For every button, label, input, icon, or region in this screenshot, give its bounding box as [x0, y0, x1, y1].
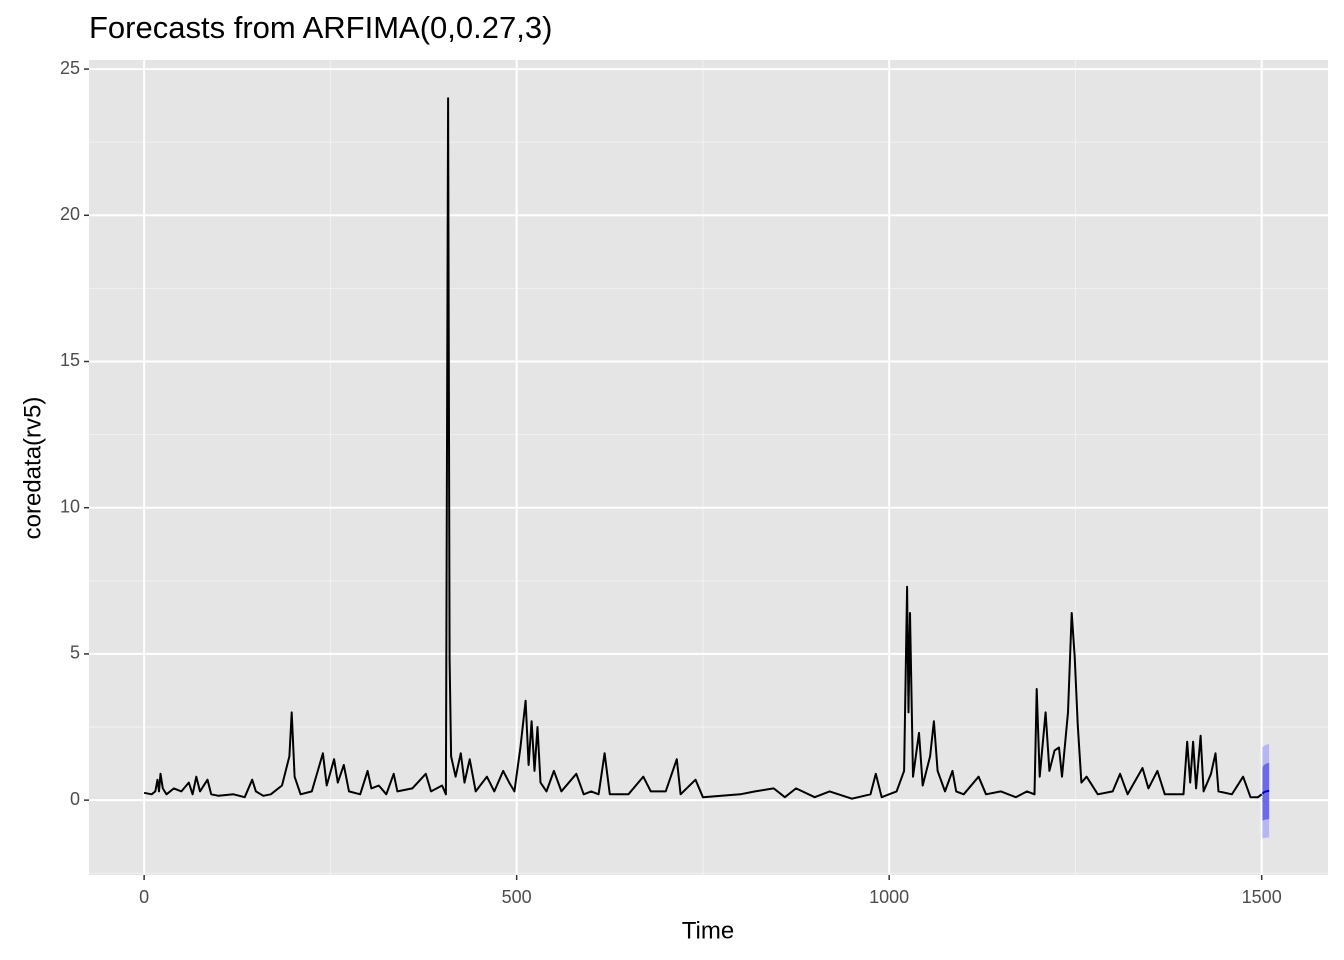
forecast-mean [1261, 789, 1270, 795]
y-tick-label: 0 [70, 789, 80, 809]
x-tick-label: 1500 [1242, 887, 1282, 907]
y-axis-title: coredata(rv5) [19, 397, 46, 540]
y-tick-label: 10 [60, 496, 80, 516]
series-line [143, 97, 1263, 800]
x-tick-label: 1000 [869, 887, 909, 907]
y-tick-label: 25 [60, 58, 80, 78]
chart-title: Forecasts from ARFIMA(0,0.27,3) [89, 10, 552, 45]
x-tick-label: 500 [502, 887, 532, 907]
plot-panel [89, 60, 1328, 875]
x-axis-title: Time [682, 917, 734, 944]
y-tick-label: 15 [60, 350, 80, 370]
x-tick-label: 0 [139, 887, 149, 907]
y-tick-label: 20 [60, 204, 80, 224]
y-tick-label: 5 [70, 643, 80, 663]
